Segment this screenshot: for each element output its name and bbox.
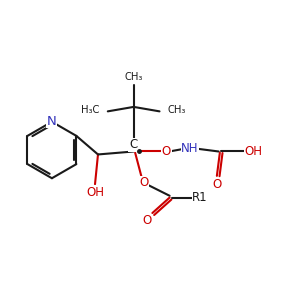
Text: OH: OH [86,186,104,199]
Text: C: C [129,138,137,152]
Text: OH: OH [244,145,262,158]
Text: CH₃: CH₃ [124,72,143,82]
Text: O: O [162,145,171,158]
Text: N: N [47,115,57,128]
Text: R1: R1 [192,191,208,204]
Text: CH₃: CH₃ [168,105,186,115]
Text: O: O [142,214,152,227]
Text: O: O [140,176,149,189]
Text: O: O [212,178,221,191]
Text: H₃C: H₃C [81,105,100,115]
Text: NH: NH [182,142,199,155]
